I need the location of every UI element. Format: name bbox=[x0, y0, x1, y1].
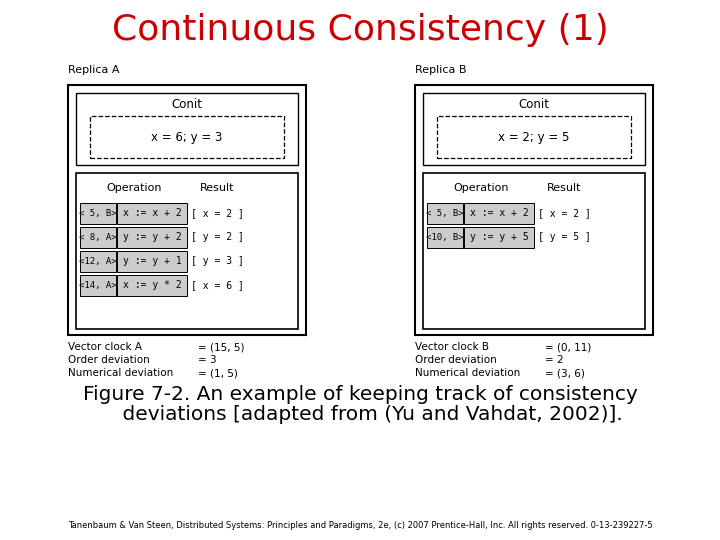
Text: y := y + 1: y := y + 1 bbox=[122, 256, 181, 267]
Text: x := x + 2: x := x + 2 bbox=[122, 208, 181, 219]
Text: < 5, B>: < 5, B> bbox=[79, 209, 117, 218]
Text: [ x = 2 ]: [ x = 2 ] bbox=[538, 208, 590, 219]
Text: < 8, A>: < 8, A> bbox=[79, 233, 117, 242]
Bar bbox=[80, 275, 116, 296]
Text: x := y * 2: x := y * 2 bbox=[122, 280, 181, 291]
Bar bbox=[117, 251, 187, 272]
Text: Conit: Conit bbox=[171, 98, 202, 111]
Text: Replica B: Replica B bbox=[415, 65, 467, 75]
Bar bbox=[464, 227, 534, 248]
Bar bbox=[427, 203, 463, 224]
Text: [ x = 6 ]: [ x = 6 ] bbox=[191, 280, 243, 291]
Text: <10, B>: <10, B> bbox=[426, 233, 464, 242]
Bar bbox=[437, 116, 631, 158]
Text: [ x = 2 ]: [ x = 2 ] bbox=[191, 208, 243, 219]
Text: y := y + 2: y := y + 2 bbox=[122, 233, 181, 242]
Text: < 5, B>: < 5, B> bbox=[426, 209, 464, 218]
Text: = 2: = 2 bbox=[545, 355, 564, 365]
Bar bbox=[464, 203, 534, 224]
Text: Order deviation: Order deviation bbox=[415, 355, 497, 365]
Text: y := y + 5: y := y + 5 bbox=[469, 233, 528, 242]
Text: Vector clock B: Vector clock B bbox=[415, 342, 489, 352]
Text: = 3: = 3 bbox=[198, 355, 217, 365]
Bar bbox=[76, 173, 298, 329]
Text: Replica A: Replica A bbox=[68, 65, 120, 75]
Text: Result: Result bbox=[546, 183, 581, 193]
Text: Numerical deviation: Numerical deviation bbox=[415, 368, 521, 378]
Text: <14, A>: <14, A> bbox=[79, 281, 117, 290]
Bar bbox=[423, 173, 645, 329]
Text: = (15, 5): = (15, 5) bbox=[198, 342, 245, 352]
Bar bbox=[415, 85, 653, 335]
Text: Vector clock A: Vector clock A bbox=[68, 342, 142, 352]
Bar bbox=[80, 203, 116, 224]
Text: deviations [adapted from (Yu and Vahdat, 2002)].: deviations [adapted from (Yu and Vahdat,… bbox=[97, 404, 623, 423]
Text: [ y = 2 ]: [ y = 2 ] bbox=[191, 233, 243, 242]
Text: Result: Result bbox=[199, 183, 234, 193]
Bar bbox=[117, 275, 187, 296]
Bar bbox=[80, 251, 116, 272]
Text: = (0, 11): = (0, 11) bbox=[545, 342, 591, 352]
Text: = (3, 6): = (3, 6) bbox=[545, 368, 585, 378]
Text: [ y = 3 ]: [ y = 3 ] bbox=[191, 256, 243, 267]
Text: Figure 7-2. An example of keeping track of consistency: Figure 7-2. An example of keeping track … bbox=[83, 384, 637, 403]
Bar bbox=[427, 227, 463, 248]
Text: Continuous Consistency (1): Continuous Consistency (1) bbox=[112, 13, 608, 47]
Bar bbox=[90, 116, 284, 158]
Text: <12, A>: <12, A> bbox=[79, 257, 117, 266]
Text: x := x + 2: x := x + 2 bbox=[469, 208, 528, 219]
Text: x = 6; y = 3: x = 6; y = 3 bbox=[151, 131, 222, 144]
Text: Operation: Operation bbox=[107, 183, 162, 193]
Bar bbox=[76, 93, 298, 165]
Bar bbox=[117, 203, 187, 224]
Text: x = 2; y = 5: x = 2; y = 5 bbox=[498, 131, 570, 144]
Text: [ y = 5 ]: [ y = 5 ] bbox=[538, 233, 590, 242]
Bar bbox=[423, 93, 645, 165]
Bar bbox=[80, 227, 116, 248]
Text: = (1, 5): = (1, 5) bbox=[198, 368, 238, 378]
Bar bbox=[68, 85, 306, 335]
Text: Order deviation: Order deviation bbox=[68, 355, 150, 365]
Text: Numerical deviation: Numerical deviation bbox=[68, 368, 174, 378]
Text: Operation: Operation bbox=[454, 183, 509, 193]
Text: Tanenbaum & Van Steen, Distributed Systems: Principles and Paradigms, 2e, (c) 20: Tanenbaum & Van Steen, Distributed Syste… bbox=[68, 521, 652, 530]
Text: Conit: Conit bbox=[518, 98, 549, 111]
Bar bbox=[117, 227, 187, 248]
